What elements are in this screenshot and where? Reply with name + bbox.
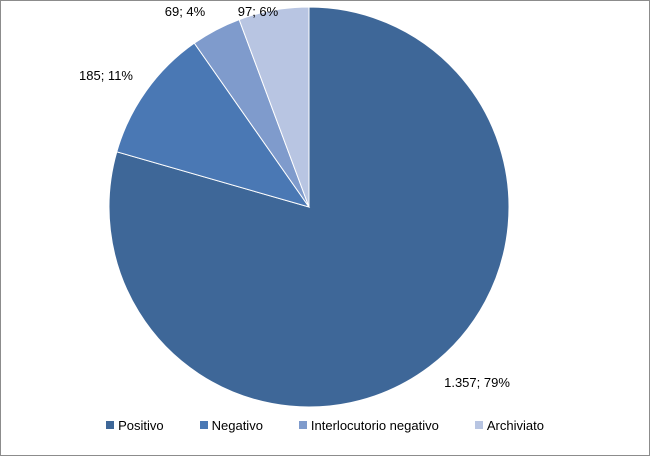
- legend-swatch-archiviato: [474, 421, 483, 429]
- pie-slice-archiviato: [238, 6, 310, 208]
- legend-label-negativo: Negativo: [211, 417, 263, 433]
- legend-item-positivo: Positivo: [106, 418, 164, 433]
- data-label-archiviato: 97; 6%: [238, 4, 279, 19]
- legend-label-positivo: Positivo: [118, 417, 164, 433]
- pie-slice-positivo: [108, 6, 510, 408]
- legend-swatch-positivo: [106, 421, 115, 429]
- legend-swatch-negativo: [199, 421, 208, 429]
- pie-slices: [108, 6, 510, 408]
- data-label-negativo: 185; 11%: [79, 68, 133, 83]
- pie-slice-negativo: [116, 42, 311, 208]
- legend-item-archiviato: Archiviato: [474, 417, 544, 433]
- legend-item-negativo: Negativo: [199, 417, 263, 433]
- legend-item-interlocutorio-negativo: Interlocutorio negativo: [298, 417, 439, 433]
- data-label-interlocutorio-negativo: 69; 4%: [165, 4, 206, 19]
- data-label-positivo: 1.357; 79%: [444, 375, 510, 390]
- data-labels: 1.357; 79% 185; 11% 69; 4% 97; 6%: [79, 4, 510, 390]
- legend: Positivo Negativo Interlocutorio negativ…: [1, 413, 649, 437]
- legend-swatch-interlocutorio-negativo: [298, 421, 307, 429]
- legend-label-interlocutorio-negativo: Interlocutorio negativo: [310, 417, 439, 433]
- legend-label-archiviato: Archiviato: [486, 417, 544, 433]
